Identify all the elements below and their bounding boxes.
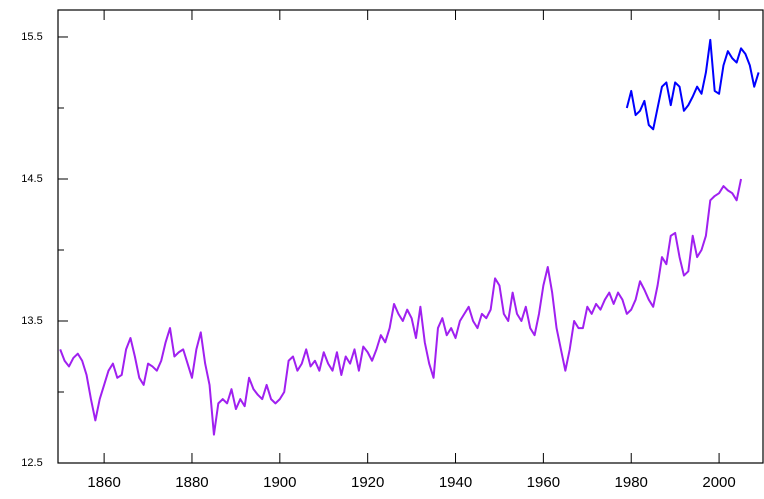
x-tick-label: 1980 [615, 474, 648, 491]
x-tick-label: 1900 [263, 474, 296, 491]
y-tick-label: 14.5 [21, 173, 42, 185]
y-tick-label: 13.5 [21, 315, 42, 327]
x-tick-label: 1940 [439, 474, 472, 491]
y-tick-label: 12.5 [21, 457, 42, 469]
data-line [59, 178, 743, 436]
x-tick-label: 1920 [351, 474, 384, 491]
x-tick-label: 1960 [527, 474, 560, 491]
y-tick-label: 15.5 [21, 31, 42, 43]
x-tick-label: 1860 [87, 474, 120, 491]
plot-frame [57, 9, 764, 464]
data-line [625, 38, 760, 131]
x-tick-label: 1880 [175, 474, 208, 491]
x-tick-label: 2000 [702, 474, 735, 491]
